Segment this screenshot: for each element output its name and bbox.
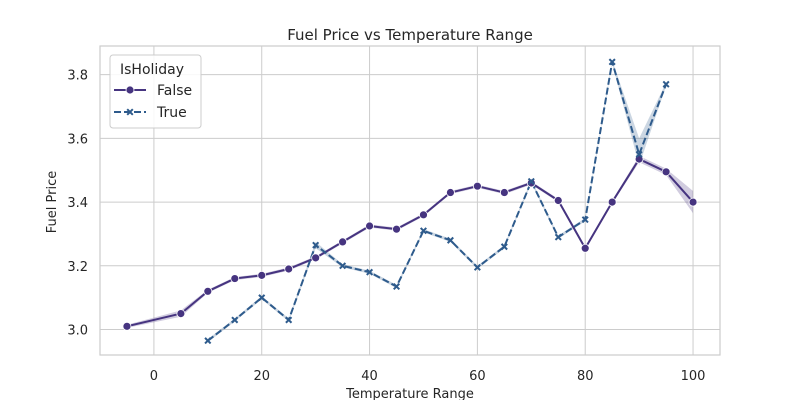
legend-label: False	[157, 83, 192, 99]
series-true-point	[554, 233, 562, 241]
series-false-point	[580, 243, 590, 253]
x-tick-label: 40	[361, 369, 378, 384]
y-tick-label: 3.2	[67, 260, 88, 275]
y-tick-label: 3.0	[67, 324, 88, 339]
series-false-point	[122, 321, 132, 331]
series-false-point	[311, 253, 321, 263]
y-tick-label: 3.4	[67, 196, 88, 211]
legend: IsHoliday False True	[109, 54, 202, 129]
legend-items: False True	[114, 83, 192, 121]
plot-frame	[99, 45, 721, 356]
y-axis-label: Fuel Price	[45, 171, 60, 233]
series-false-point	[499, 188, 509, 197]
series-false-point	[176, 309, 186, 318]
series-true-point	[258, 294, 266, 302]
series-true-legend-marker	[126, 108, 134, 116]
series-false-point	[203, 286, 213, 296]
series-false-confidence-band	[126, 155, 694, 328]
y-tick-label: 3.8	[67, 69, 88, 84]
series-false-point	[338, 237, 348, 247]
series-true-point	[312, 241, 320, 249]
series-true-point	[608, 58, 616, 66]
series-true-point	[419, 227, 427, 235]
series-false-point	[257, 270, 267, 280]
series-true-point	[231, 316, 239, 324]
series-true-point	[635, 150, 643, 158]
series-false-line	[126, 158, 694, 328]
series-false-point	[446, 188, 455, 197]
series-true-point	[393, 283, 401, 291]
series-markers	[122, 58, 698, 345]
series-true-point	[473, 263, 481, 271]
series-false-point	[365, 221, 374, 231]
x-axis-label: Temperature Range	[345, 387, 474, 400]
series-true-point	[446, 236, 454, 244]
series-true-point	[204, 337, 212, 345]
tick-labels: 0 20 40 60 80 100 3.0 3.2 3.4 3.6 3.8	[67, 69, 705, 384]
series-true-point	[285, 316, 293, 324]
legend-item-true: True	[114, 105, 187, 121]
chart-title: Fuel Price vs Temperature Range	[287, 26, 533, 44]
series-false-point	[392, 224, 401, 234]
series-false-point	[284, 264, 294, 274]
series-false-point	[419, 210, 428, 220]
series-true-point	[339, 262, 347, 270]
series-false-point	[230, 274, 240, 283]
x-tick-label: 20	[253, 369, 270, 384]
x-tick-label: 100	[681, 369, 706, 384]
x-tick-label: 0	[150, 369, 158, 384]
series-false-point	[607, 197, 617, 207]
series-true-confidence-band	[207, 60, 667, 343]
series-false-point	[472, 181, 482, 191]
series-true-point	[581, 216, 589, 224]
legend-title: IsHoliday	[120, 62, 184, 78]
series-false-point	[688, 197, 698, 207]
series-true-point	[500, 243, 508, 251]
series-false-point	[661, 167, 671, 177]
x-tick-label: 60	[469, 369, 486, 384]
series-false-legend-marker	[125, 85, 135, 95]
legend-item-false: False	[114, 83, 192, 99]
series-true-point	[662, 80, 670, 88]
series-false-point	[526, 178, 536, 188]
series-false-point	[553, 196, 563, 205]
legend-label: True	[156, 105, 187, 121]
series-true-line	[207, 60, 668, 342]
series-true-point	[366, 268, 374, 276]
x-tick-label: 80	[577, 369, 594, 384]
series-true-point	[527, 177, 535, 185]
y-tick-label: 3.6	[67, 132, 88, 147]
